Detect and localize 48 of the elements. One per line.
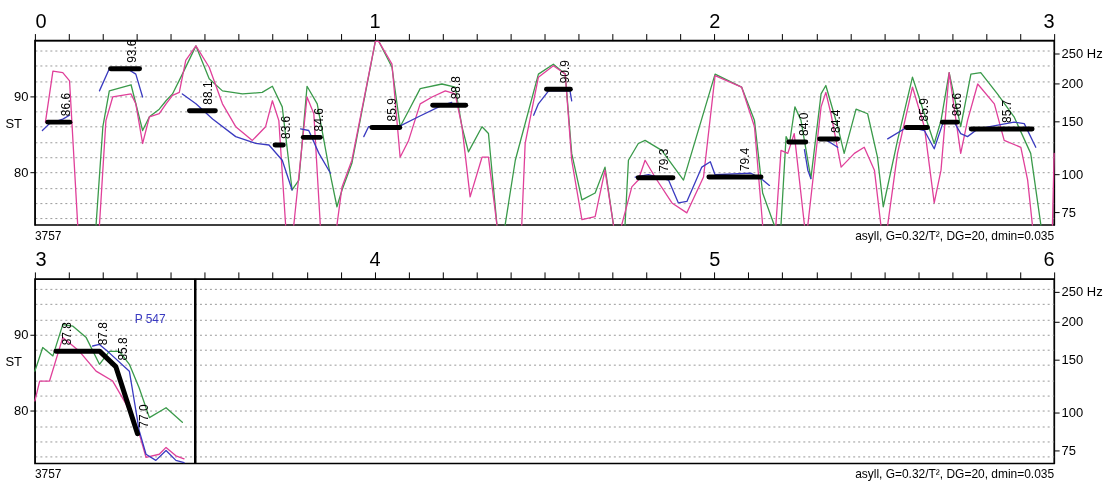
y-axis-title: ST xyxy=(5,354,23,370)
annotation: 86.6 xyxy=(949,92,964,117)
y2-tick-label: 100 xyxy=(1061,405,1084,421)
text: 3757 xyxy=(34,229,62,244)
x-tick-label: 0 xyxy=(35,10,47,33)
annotation: 85.7 xyxy=(999,99,1014,123)
annotation: 84.4 xyxy=(828,109,843,133)
x-tick-label: 2 xyxy=(709,10,721,33)
y-tick-label: 90 xyxy=(14,327,29,343)
annotation: 90.9 xyxy=(558,59,573,84)
annotation: 88.1 xyxy=(201,81,216,105)
y2-tick-label: 75 xyxy=(1061,204,1077,220)
annotation: P 547 xyxy=(134,311,167,326)
text: asyll, G=0.32/T², DG=20, dmin=0.035 xyxy=(855,229,1055,244)
text: asyll, G=0.32/T², DG=20, dmin=0.035 xyxy=(855,467,1055,481)
x-tick-label: 3 xyxy=(1043,10,1055,33)
x-tick-label: 5 xyxy=(709,248,721,271)
y2-tick-label: 250 Hz xyxy=(1061,46,1103,62)
text: 3757 xyxy=(34,467,62,481)
annotation: 84.0 xyxy=(797,112,812,136)
x-tick-label: 1 xyxy=(369,10,381,33)
annotation: 86.6 xyxy=(58,92,73,117)
y2-tick-label: 100 xyxy=(1061,167,1084,183)
annotation: 84.6 xyxy=(311,107,326,132)
y-axis-title: ST xyxy=(5,115,23,131)
x-tick-label: 6 xyxy=(1043,248,1055,271)
y2-tick-label: 150 xyxy=(1061,351,1084,367)
y2-tick-label: 200 xyxy=(1061,75,1084,91)
annotation: 85.8 xyxy=(115,336,130,361)
y-tick-label: 90 xyxy=(14,88,29,104)
annotation: 85.9 xyxy=(384,97,399,122)
y-tick-label: 80 xyxy=(14,403,29,419)
annotation: 87.8 xyxy=(60,321,75,346)
annotation: 85.9 xyxy=(916,97,931,122)
annotation: 93.6 xyxy=(124,39,139,63)
annotation: 83.6 xyxy=(279,115,294,140)
y2-tick-label: 75 xyxy=(1061,443,1077,459)
annotation: 77.0 xyxy=(137,404,152,428)
y-tick-label: 80 xyxy=(14,164,29,180)
annotation: 87.8 xyxy=(96,321,111,346)
y2-tick-label: 150 xyxy=(1061,113,1084,129)
x-tick-label: 3 xyxy=(35,248,47,271)
annotation: 79.3 xyxy=(656,148,671,172)
x-tick-label: 4 xyxy=(369,248,381,271)
annotation: 88.8 xyxy=(449,75,464,100)
annotation: 79.4 xyxy=(738,147,753,172)
y2-tick-label: 200 xyxy=(1061,313,1084,329)
y2-tick-label: 250 Hz xyxy=(1061,284,1103,300)
